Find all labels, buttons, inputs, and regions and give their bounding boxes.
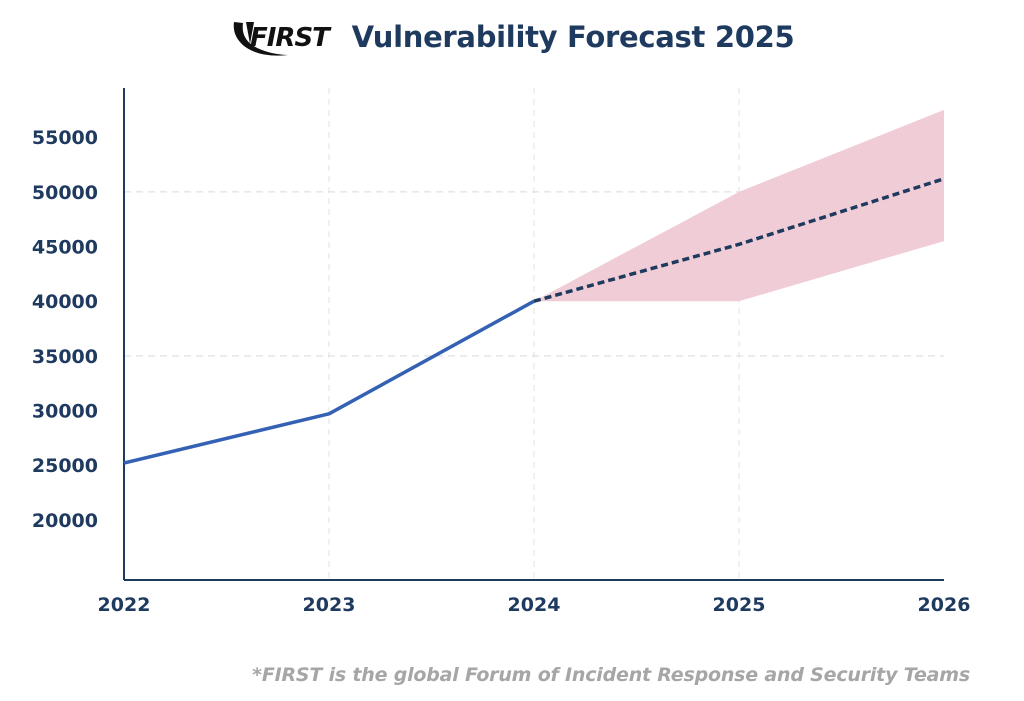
x-tick-label: 2022: [98, 594, 151, 616]
y-tick-label: 40000: [32, 291, 98, 313]
gridlines: [124, 88, 944, 580]
x-tick-label: 2026: [918, 594, 971, 616]
y-tick-label: 25000: [32, 455, 98, 477]
series-lines: [123, 177, 945, 465]
page-title: Vulnerability Forecast 2025: [351, 20, 795, 54]
x-tick-labels: 2022 2023 2024 2025 2026: [98, 594, 971, 616]
x-tick-label: 2025: [713, 594, 766, 616]
footnote: *FIRST is the global Forum of Incident R…: [252, 664, 970, 686]
y-tick-label: 55000: [32, 127, 98, 149]
y-tick-label: 45000: [32, 237, 98, 259]
y-tick-label: 30000: [32, 401, 98, 423]
x-tick-label: 2024: [508, 594, 561, 616]
first-logo: FIRST: [233, 22, 333, 56]
actual-series-line: [123, 299, 535, 465]
axes: [123, 88, 944, 581]
y-tick-label: 50000: [32, 182, 98, 204]
y-tick-label: 35000: [32, 346, 98, 368]
x-tick-label: 2023: [303, 594, 356, 616]
confidence-band: [534, 109, 944, 302]
y-tick-label: 20000: [32, 510, 98, 532]
chart-header: FIRST Vulnerability Forecast 2025: [0, 12, 1024, 62]
confidence-band-layer: [534, 109, 944, 302]
y-tick-labels: 20000 25000 30000 35000 40000 45000 50000 55000: [32, 127, 98, 532]
logo-text: FIRST: [250, 23, 332, 53]
forecast-series-line: [533, 177, 945, 303]
